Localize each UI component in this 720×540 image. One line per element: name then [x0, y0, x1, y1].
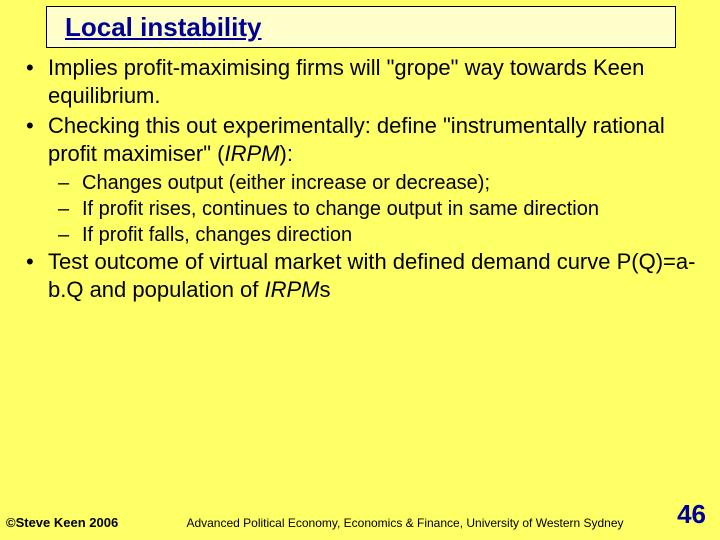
bullet-marker: • — [24, 248, 48, 304]
slide-content: • Implies profit-maximising firms will "… — [24, 54, 700, 306]
sub-bullet-item: – Changes output (either increase or dec… — [58, 170, 700, 196]
footer-affiliation: Advanced Political Economy, Economics & … — [150, 516, 660, 530]
bullet-marker: • — [24, 54, 48, 110]
dash-marker: – — [58, 222, 82, 248]
sub-bullet-item: – If profit rises, continues to change o… — [58, 196, 700, 222]
sub-bullet-item: – If profit falls, changes direction — [58, 222, 700, 248]
bullet-item: • Checking this out experimentally: defi… — [24, 112, 700, 168]
title-box: Local instability — [46, 6, 676, 48]
bullet-text: Implies profit-maximising firms will "gr… — [48, 54, 700, 110]
dash-marker: – — [58, 196, 82, 222]
text-run: ): — [280, 141, 293, 166]
text-italic: IRPM — [225, 141, 280, 166]
bullet-text: Checking this out experimentally: define… — [48, 112, 700, 168]
footer: ©Steve Keen 2006 Advanced Political Econ… — [0, 499, 720, 530]
bullet-text: Test outcome of virtual market with defi… — [48, 248, 700, 304]
bullet-item: • Test outcome of virtual market with de… — [24, 248, 700, 304]
sub-bullet-text: If profit falls, changes direction — [82, 222, 352, 248]
bullet-item: • Implies profit-maximising firms will "… — [24, 54, 700, 110]
sub-bullet-text: Changes output (either increase or decre… — [82, 170, 490, 196]
dash-marker: – — [58, 170, 82, 196]
text-run: Checking this out experimentally: define… — [48, 113, 665, 166]
bullet-marker: • — [24, 112, 48, 168]
text-italic: IRPM — [265, 277, 320, 302]
text-run: Test outcome of virtual market with defi… — [48, 249, 695, 302]
text-run: s — [320, 277, 331, 302]
footer-copyright: ©Steve Keen 2006 — [0, 515, 150, 530]
slide-title: Local instability — [65, 12, 262, 43]
sub-bullet-text: If profit rises, continues to change out… — [82, 196, 599, 222]
page-number: 46 — [660, 499, 720, 530]
